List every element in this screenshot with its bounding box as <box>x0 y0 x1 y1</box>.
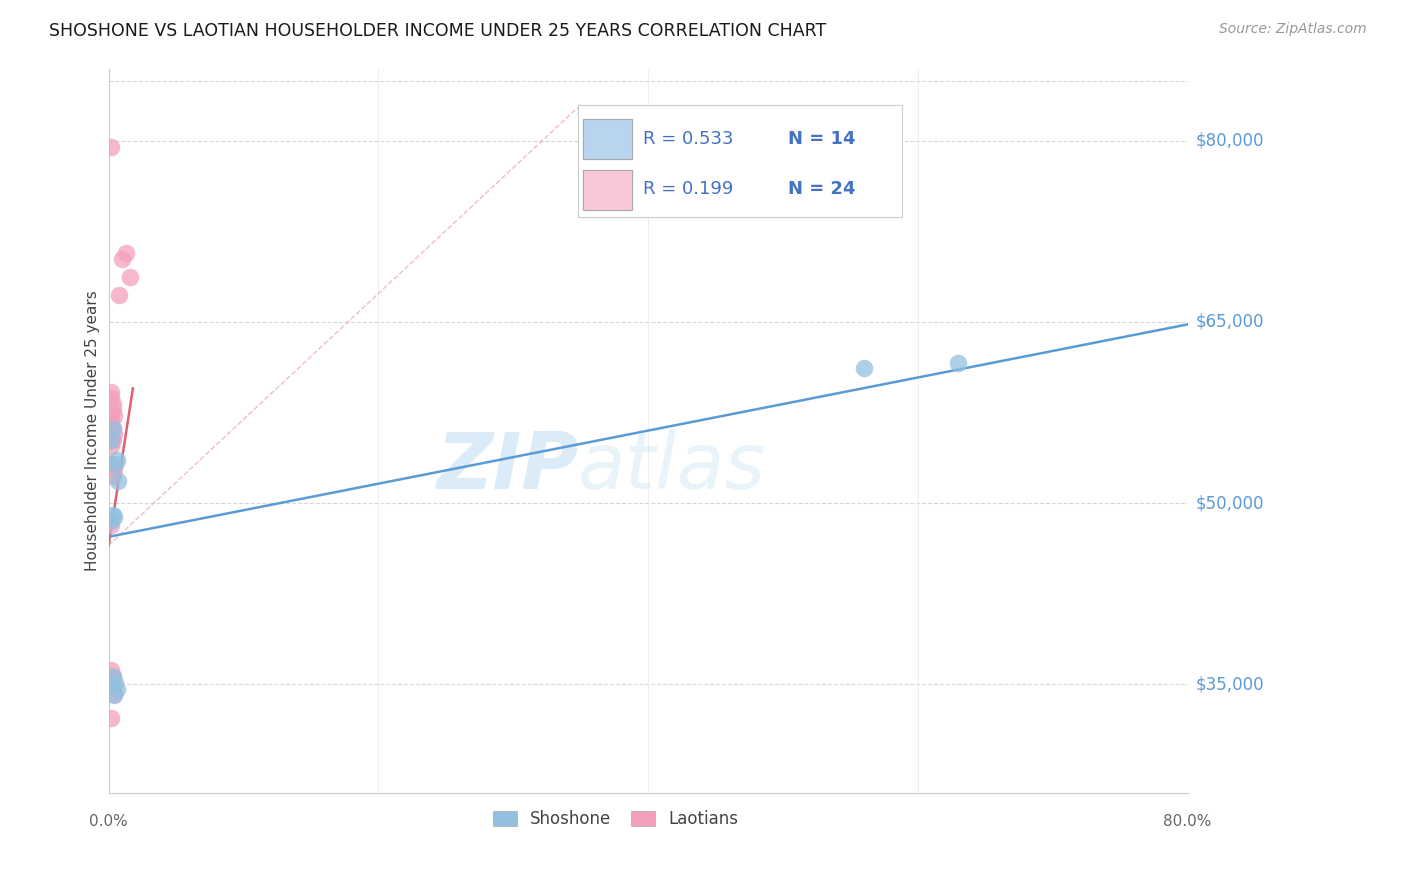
Text: $80,000: $80,000 <box>1195 132 1264 150</box>
Text: Source: ZipAtlas.com: Source: ZipAtlas.com <box>1219 22 1367 37</box>
Point <box>100 711 122 725</box>
Text: N = 14: N = 14 <box>789 129 856 148</box>
Point <box>100 434 122 448</box>
Text: SHOSHONE VS LAOTIAN HOUSEHOLDER INCOME UNDER 25 YEARS CORRELATION CHART: SHOSHONE VS LAOTIAN HOUSEHOLDER INCOME U… <box>49 22 827 40</box>
Point <box>104 458 127 472</box>
Point <box>107 475 129 489</box>
Y-axis label: Householder Income Under 25 years: Householder Income Under 25 years <box>86 290 100 571</box>
Point <box>103 409 125 423</box>
FancyBboxPatch shape <box>583 169 631 210</box>
Point <box>101 670 124 684</box>
Point <box>101 422 124 436</box>
Point <box>108 288 131 302</box>
Point <box>852 360 875 375</box>
Legend: Shoshone, Laotians: Shoshone, Laotians <box>486 804 745 835</box>
Point <box>115 246 138 260</box>
Point <box>103 687 125 701</box>
FancyBboxPatch shape <box>578 104 901 217</box>
FancyBboxPatch shape <box>583 120 631 159</box>
Point <box>101 403 124 417</box>
Point <box>100 391 122 405</box>
Point <box>105 452 128 467</box>
Point <box>948 356 970 370</box>
Text: $50,000: $50,000 <box>1195 494 1264 512</box>
Text: ZIP: ZIP <box>436 429 578 505</box>
Point <box>100 409 122 423</box>
Point <box>101 421 124 435</box>
Point <box>100 517 122 532</box>
Text: 80.0%: 80.0% <box>1164 814 1212 830</box>
Point <box>100 140 122 154</box>
Text: R = 0.533: R = 0.533 <box>643 129 734 148</box>
Text: $65,000: $65,000 <box>1195 313 1264 331</box>
Text: 0.0%: 0.0% <box>89 814 128 830</box>
Point <box>101 469 124 483</box>
Point <box>103 427 125 442</box>
Point <box>111 252 134 267</box>
Point <box>100 663 122 677</box>
Point <box>103 510 125 524</box>
Text: N = 24: N = 24 <box>789 180 856 198</box>
Point <box>103 688 125 702</box>
Point <box>104 676 127 690</box>
Point <box>101 434 124 448</box>
Point <box>120 270 142 285</box>
Point <box>101 397 124 411</box>
Point <box>100 415 122 429</box>
Text: R = 0.199: R = 0.199 <box>643 180 733 198</box>
Point <box>103 463 125 477</box>
Text: atlas: atlas <box>578 429 766 505</box>
Point <box>105 681 128 696</box>
Point <box>100 514 122 528</box>
Text: $35,000: $35,000 <box>1195 675 1264 693</box>
Point <box>100 439 122 453</box>
Point <box>101 508 124 522</box>
Point <box>100 384 122 399</box>
Point <box>100 458 122 472</box>
Point <box>101 668 124 682</box>
